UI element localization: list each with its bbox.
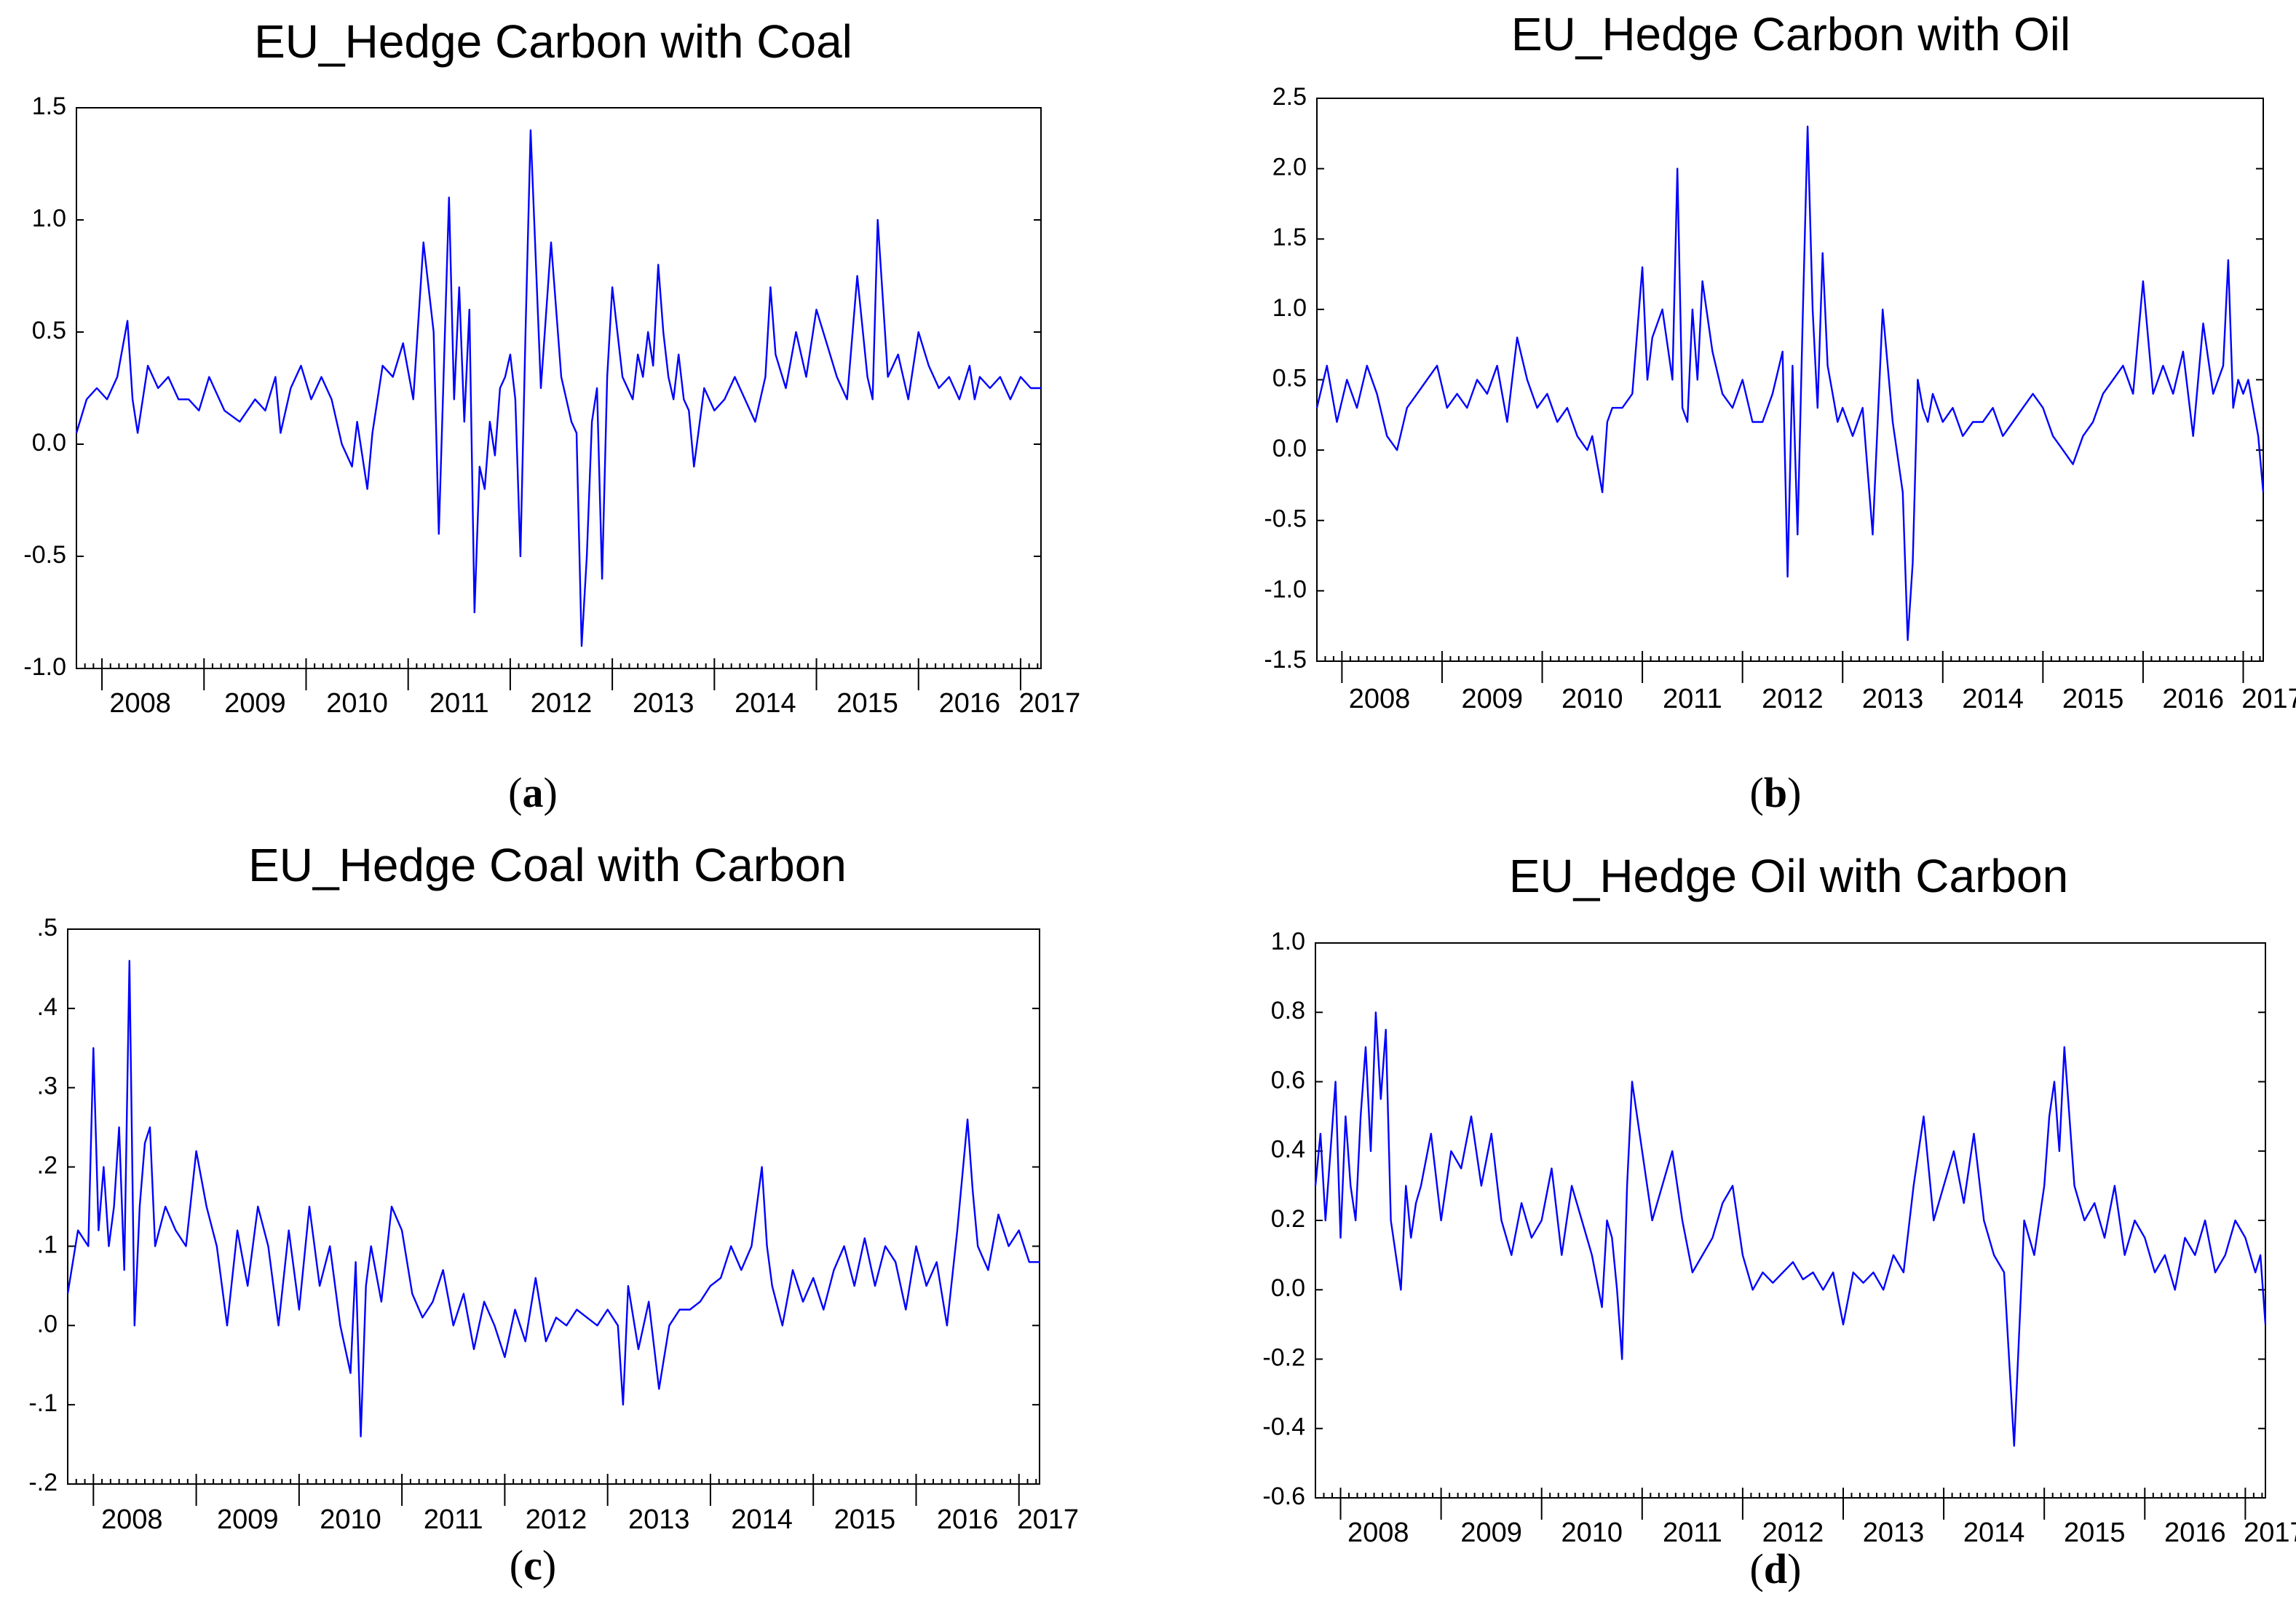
y-tick-label: -1.5 (1264, 646, 1307, 674)
y-tick-label: 0.0 (32, 429, 66, 457)
x-tick-label: 2008 (1349, 684, 1411, 714)
x-tick-label: 2012 (531, 688, 593, 719)
x-tick-label: 2016 (2164, 1518, 2226, 1548)
x-tick-label: 2014 (735, 688, 796, 719)
x-tick-label: 2008 (1347, 1518, 1409, 1548)
x-tick-label: 2013 (628, 1504, 690, 1535)
x-tick-label: 2009 (224, 688, 286, 719)
x-tick-label: 2008 (101, 1504, 163, 1535)
chart-title: EU_Hedge Carbon with Coal (254, 15, 852, 68)
chart-svg-b: EU_Hedge Carbon with Oil -1.5 -1.0 -0.5 0.0 0… (1264, 8, 2296, 714)
x-tick-label: 2014 (1963, 1518, 2025, 1548)
x-tick-label: 2011 (424, 1504, 483, 1535)
x-tick-label: 2015 (834, 1504, 896, 1535)
x-tick-label: 2017 (1017, 1504, 1079, 1535)
x-tick-label: 2015 (2064, 1518, 2126, 1548)
caption-b: (b) (1749, 769, 1802, 816)
x-tick-label: 2017 (1019, 688, 1081, 719)
series-line (66, 960, 1040, 1437)
x-tick-label: 2012 (1762, 684, 1824, 714)
chart-svg-d: EU_Hedge Oil with Carbon -0.6 -0.4 -0.2 0.0 0… (1262, 850, 2296, 1548)
x-tick-label: 2015 (2062, 684, 2124, 714)
y-tick-label: 2.5 (1272, 83, 1307, 111)
y-tick-label: .3 (37, 1073, 58, 1100)
y-tick-label: -1.0 (23, 653, 66, 681)
x-tick-label: 2016 (939, 688, 1001, 719)
y-tick-label: .5 (37, 914, 58, 942)
x-tick-label: 2009 (1460, 1518, 1522, 1548)
x-tick-label: 2017 (2241, 684, 2296, 714)
y-tick-label: -1.0 (1264, 575, 1307, 603)
x-tick-label: 2008 (109, 688, 171, 719)
y-tick-label: .4 (37, 993, 58, 1021)
x-tick-label: 2010 (326, 688, 388, 719)
x-tick-label: 2009 (1461, 684, 1523, 714)
y-tick-label: -0.5 (1264, 505, 1307, 533)
chart-svg-a: EU_Hedge Carbon with Coal -1.0 -0.5 0.0 0.5 1… (23, 15, 1081, 719)
y-tick-label: 1.0 (1272, 294, 1307, 322)
y-tick-label: 1.5 (32, 92, 66, 120)
y-tick-label: 0.6 (1271, 1066, 1305, 1094)
caption-d: (d) (1749, 1545, 1802, 1593)
caption-c: (c) (509, 1542, 557, 1589)
series-line (1314, 1011, 2267, 1447)
x-tick-label: 2011 (429, 688, 489, 719)
chart-title: EU_Hedge Oil with Carbon (1509, 850, 2068, 902)
y-tick-label: 1.5 (1272, 224, 1307, 251)
y-tick-label: -0.6 (1262, 1483, 1305, 1510)
x-tick-label: 2016 (937, 1504, 999, 1535)
x-tick-label: 2013 (1862, 684, 1924, 714)
y-tick-label: 0.8 (1271, 997, 1305, 1025)
y-tick-label: 1.0 (1271, 928, 1305, 955)
y-tick-label: 0.5 (1272, 364, 1307, 392)
plot-frame (76, 107, 1042, 669)
y-tick-label: -.1 (28, 1389, 58, 1417)
x-tick-label: 2014 (731, 1504, 793, 1535)
y-tick-label: 0.5 (32, 317, 66, 344)
y-tick-label: 2.0 (1272, 154, 1307, 181)
x-tick-label: 2013 (633, 688, 694, 719)
x-tick-label: 2014 (1962, 684, 2024, 714)
x-tick-label: 2015 (836, 688, 898, 719)
y-tick-label: -0.2 (1262, 1343, 1305, 1371)
y-tick-label: -.2 (28, 1469, 58, 1496)
chart-panel-b: EU_Hedge Carbon with Oil -1.5 -1.0 -0.5 0.0 0… (1148, 0, 2296, 816)
y-tick-label: -0.4 (1262, 1413, 1305, 1441)
x-tick-label: 2011 (1663, 1518, 1722, 1548)
series-line (75, 129, 1041, 647)
y-tick-label: 0.4 (1271, 1136, 1305, 1164)
x-tick-label: 2013 (1863, 1518, 1925, 1548)
y-tick-label: 0.0 (1272, 435, 1307, 462)
plot-frame (1315, 942, 2266, 1499)
y-tick-label: .1 (37, 1231, 58, 1258)
chart-title: EU_Hedge Carbon with Oil (1511, 8, 2070, 60)
chart-panel-a: EU_Hedge Carbon with Coal -1.0 -0.5 0.0 0.5 1… (0, 0, 1148, 816)
y-tick-label: .2 (37, 1152, 58, 1180)
chart-panel-d: EU_Hedge Oil with Carbon -0.6 -0.4 -0.2 0.0 0… (1148, 809, 2296, 1618)
y-tick-label: .0 (37, 1310, 58, 1338)
x-tick-label: 2009 (217, 1504, 279, 1535)
chart-svg-c: EU_Hedge Coal with Carbon -.2 -.1 .0 .1 .2 .3.… (28, 839, 1079, 1535)
x-tick-label: 2017 (2244, 1518, 2296, 1548)
x-tick-label: 2010 (320, 1504, 381, 1535)
x-tick-label: 2010 (1561, 684, 1623, 714)
y-tick-label: 0.2 (1271, 1205, 1305, 1233)
x-tick-label: 2011 (1663, 684, 1722, 714)
x-tick-label: 2012 (1762, 1518, 1824, 1548)
x-tick-label: 2012 (526, 1504, 587, 1535)
plot-frame (67, 928, 1040, 1485)
y-tick-label: 0.0 (1271, 1274, 1305, 1302)
chart-panel-c: EU_Hedge Coal with Carbon -.2 -.1 .0 .1 .2 .3.… (0, 809, 1148, 1618)
y-tick-label: -0.5 (23, 541, 66, 569)
y-tick-label: 1.0 (32, 205, 66, 232)
x-tick-label: 2016 (2162, 684, 2224, 714)
series-line (1315, 125, 2265, 642)
chart-title: EU_Hedge Coal with Carbon (248, 839, 847, 891)
x-tick-label: 2010 (1561, 1518, 1623, 1548)
caption-a: (a) (508, 769, 558, 816)
plot-frame (1316, 98, 2264, 662)
